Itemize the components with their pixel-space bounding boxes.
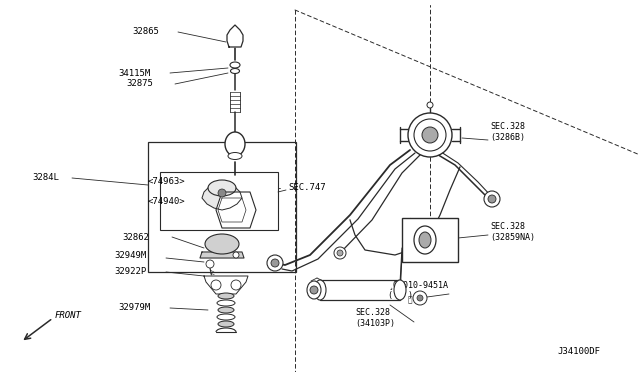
Text: <74940>: <74940> [148,198,186,206]
Ellipse shape [314,280,326,300]
Circle shape [408,113,452,157]
Text: Ⓑ: Ⓑ [408,295,412,305]
Text: SEC.328
(3286B): SEC.328 (3286B) [490,122,525,142]
Ellipse shape [230,62,240,68]
Circle shape [206,260,214,268]
Polygon shape [204,276,248,294]
Ellipse shape [307,281,321,299]
Polygon shape [216,192,256,228]
Text: SEC.328
(32859NA): SEC.328 (32859NA) [490,222,535,242]
Circle shape [267,255,283,271]
Circle shape [488,195,496,203]
Text: 32922P: 32922P [114,267,147,276]
Circle shape [211,280,221,290]
Text: <74963>: <74963> [148,177,186,186]
FancyBboxPatch shape [402,218,458,262]
Circle shape [231,280,241,290]
Text: 34115M: 34115M [118,68,150,77]
Ellipse shape [205,234,239,254]
Text: SEC.328
(34103P): SEC.328 (34103P) [355,308,395,328]
Ellipse shape [414,226,436,254]
Polygon shape [227,25,243,47]
Ellipse shape [218,307,234,313]
Circle shape [334,247,346,259]
Ellipse shape [218,293,234,299]
Ellipse shape [228,153,242,160]
Ellipse shape [394,280,406,300]
Circle shape [484,191,500,207]
Text: 32949M: 32949M [114,250,147,260]
Ellipse shape [217,300,235,306]
Text: ¸08010-9451A
( 1 ): ¸08010-9451A ( 1 ) [388,280,448,300]
Circle shape [417,295,423,301]
Circle shape [414,119,446,151]
Polygon shape [200,252,244,258]
Circle shape [427,102,433,108]
Ellipse shape [225,132,245,156]
Text: 32862: 32862 [122,232,149,241]
Text: J34100DF: J34100DF [557,347,600,356]
Circle shape [310,286,318,294]
Ellipse shape [419,232,431,248]
Ellipse shape [230,68,239,74]
Polygon shape [202,188,242,210]
Bar [320,280,400,300]
Bar [160,172,278,230]
Text: 32979M: 32979M [118,304,150,312]
Circle shape [337,250,343,256]
Ellipse shape [217,314,235,320]
Circle shape [422,127,438,143]
Ellipse shape [218,321,234,327]
Text: 32875: 32875 [126,80,153,89]
Text: 3284L: 3284L [32,173,59,183]
Text: FRONT: FRONT [55,311,82,321]
Ellipse shape [208,180,236,196]
Circle shape [413,291,427,305]
Circle shape [271,259,279,267]
Circle shape [233,252,239,258]
Text: SEC.747: SEC.747 [288,183,326,192]
Circle shape [218,189,226,197]
Text: 32865: 32865 [132,28,159,36]
Bar [148,142,296,272]
